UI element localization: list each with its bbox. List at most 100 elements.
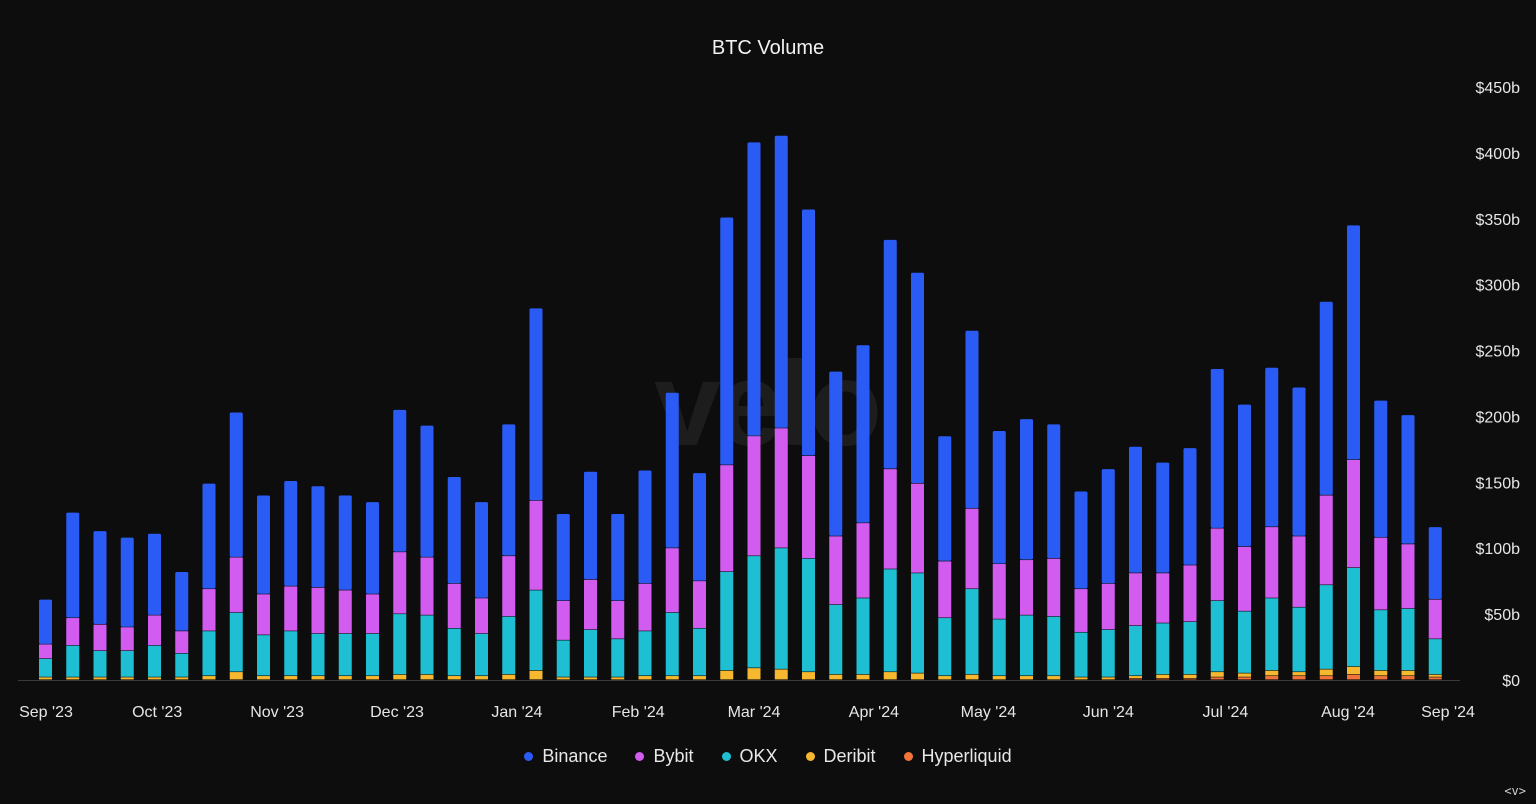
bar-bybit-19[interactable]: [556, 600, 570, 640]
bar-bybit-35[interactable]: [992, 564, 1006, 619]
bar-okx-18[interactable]: [529, 590, 543, 671]
bar-okx-0[interactable]: [39, 658, 52, 677]
bar-deribit-12[interactable]: [366, 676, 379, 680]
bar-hyperliquid-44[interactable]: [1238, 677, 1251, 680]
bar-bybit-14[interactable]: [420, 557, 434, 615]
bar-bybit-34[interactable]: [965, 508, 979, 589]
bar-okx-49[interactable]: [1374, 610, 1388, 671]
bar-bybit-24[interactable]: [693, 581, 706, 629]
bar-deribit-35[interactable]: [992, 676, 1006, 680]
bar-deribit-4[interactable]: [148, 677, 161, 680]
bar-okx-11[interactable]: [338, 633, 352, 676]
bar-binance-48[interactable]: [1347, 225, 1360, 460]
bar-deribit-8[interactable]: [257, 676, 270, 680]
bar-bybit-6[interactable]: [202, 589, 216, 631]
bar-binance-19[interactable]: [556, 513, 570, 601]
bar-binance-24[interactable]: [693, 473, 706, 581]
bar-bybit-38[interactable]: [1074, 589, 1088, 632]
bar-deribit-11[interactable]: [338, 676, 352, 680]
bar-binance-15[interactable]: [447, 477, 461, 584]
bar-okx-44[interactable]: [1238, 611, 1251, 673]
bar-binance-11[interactable]: [338, 495, 352, 590]
bar-bybit-22[interactable]: [638, 583, 652, 631]
bar-deribit-21[interactable]: [611, 677, 625, 680]
bar-okx-40[interactable]: [1129, 625, 1142, 676]
bar-deribit-27[interactable]: [774, 669, 788, 680]
bar-okx-28[interactable]: [802, 558, 815, 672]
bar-bybit-30[interactable]: [856, 523, 870, 598]
bar-binance-9[interactable]: [284, 481, 298, 586]
bar-bybit-17[interactable]: [502, 556, 516, 617]
bar-binance-33[interactable]: [938, 436, 952, 561]
bar-binance-30[interactable]: [856, 345, 870, 523]
bar-deribit-28[interactable]: [802, 672, 815, 680]
bar-bybit-42[interactable]: [1183, 565, 1197, 622]
bar-okx-39[interactable]: [1101, 629, 1115, 677]
bar-okx-41[interactable]: [1156, 623, 1170, 675]
bar-binance-42[interactable]: [1183, 448, 1197, 565]
bar-okx-9[interactable]: [284, 631, 298, 676]
bar-binance-18[interactable]: [529, 308, 543, 501]
legend-item-binance[interactable]: Binance: [524, 746, 607, 767]
bar-bybit-46[interactable]: [1292, 536, 1306, 607]
bar-deribit-17[interactable]: [502, 674, 516, 680]
bar-okx-27[interactable]: [774, 548, 788, 669]
bar-okx-35[interactable]: [992, 619, 1006, 676]
bar-binance-28[interactable]: [802, 209, 815, 456]
bar-deribit-47[interactable]: [1319, 669, 1333, 676]
bar-hyperliquid-46[interactable]: [1292, 676, 1306, 680]
bar-deribit-2[interactable]: [93, 677, 107, 680]
bar-bybit-41[interactable]: [1156, 573, 1170, 623]
bar-bybit-50[interactable]: [1401, 544, 1415, 609]
bar-deribit-3[interactable]: [120, 677, 134, 680]
bar-okx-16[interactable]: [475, 633, 488, 676]
bar-okx-2[interactable]: [93, 651, 107, 677]
bar-binance-35[interactable]: [992, 430, 1006, 564]
bar-deribit-16[interactable]: [475, 676, 488, 680]
bar-deribit-42[interactable]: [1183, 674, 1197, 679]
bar-bybit-11[interactable]: [338, 590, 352, 634]
bar-binance-25[interactable]: [720, 217, 734, 465]
bar-binance-44[interactable]: [1238, 404, 1251, 547]
bar-deribit-20[interactable]: [584, 677, 597, 680]
bar-binance-3[interactable]: [120, 537, 134, 627]
bar-bybit-20[interactable]: [584, 579, 597, 630]
bar-binance-34[interactable]: [965, 330, 979, 509]
bar-okx-42[interactable]: [1183, 622, 1197, 675]
bar-bybit-36[interactable]: [1020, 560, 1033, 615]
bar-deribit-10[interactable]: [311, 676, 325, 680]
bar-binance-2[interactable]: [93, 531, 107, 625]
bar-bybit-47[interactable]: [1319, 495, 1333, 585]
bar-okx-7[interactable]: [229, 612, 243, 672]
bar-okx-12[interactable]: [366, 633, 379, 676]
bar-okx-19[interactable]: [556, 640, 570, 677]
bar-hyperliquid-49[interactable]: [1374, 676, 1388, 680]
bar-binance-36[interactable]: [1020, 419, 1033, 560]
bar-deribit-34[interactable]: [965, 674, 979, 680]
bar-deribit-0[interactable]: [39, 677, 52, 680]
bar-okx-17[interactable]: [502, 616, 516, 675]
bar-deribit-46[interactable]: [1292, 672, 1306, 676]
bar-binance-49[interactable]: [1374, 400, 1388, 538]
bar-bybit-4[interactable]: [148, 615, 161, 646]
bar-deribit-38[interactable]: [1074, 677, 1088, 680]
bar-binance-39[interactable]: [1101, 469, 1115, 584]
bar-deribit-49[interactable]: [1374, 670, 1388, 676]
bar-deribit-39[interactable]: [1101, 677, 1115, 680]
bar-deribit-30[interactable]: [856, 674, 870, 680]
bar-bybit-5[interactable]: [175, 631, 189, 654]
bar-okx-3[interactable]: [120, 651, 134, 677]
bar-deribit-36[interactable]: [1020, 676, 1033, 680]
bar-okx-13[interactable]: [393, 614, 407, 675]
bar-deribit-31[interactable]: [883, 672, 897, 680]
bar-hyperliquid-43[interactable]: [1210, 677, 1224, 680]
bar-bybit-21[interactable]: [611, 600, 625, 639]
bar-okx-15[interactable]: [447, 628, 461, 676]
bar-deribit-48[interactable]: [1347, 666, 1360, 675]
bar-deribit-14[interactable]: [420, 674, 434, 680]
bar-deribit-37[interactable]: [1047, 676, 1061, 680]
bar-okx-30[interactable]: [856, 598, 870, 675]
bar-deribit-7[interactable]: [229, 672, 243, 680]
bar-deribit-26[interactable]: [747, 668, 761, 680]
bar-bybit-32[interactable]: [911, 483, 924, 573]
